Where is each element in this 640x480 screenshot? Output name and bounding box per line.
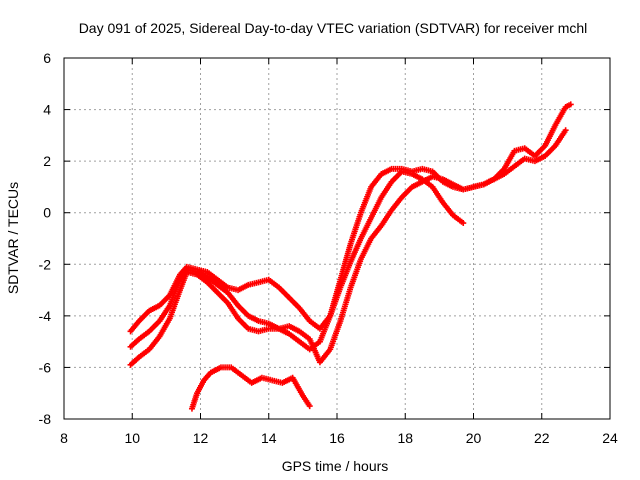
series-track-2 [127,168,467,353]
y-tick-label: 6 [43,50,51,66]
series-track-3 [127,127,569,368]
y-tick-label: -2 [39,256,52,272]
y-tick-label: -6 [39,359,52,375]
chart-title: Day 091 of 2025, Sidereal Day-to-day VTE… [79,20,588,36]
x-tick-label: 20 [466,430,482,446]
series-track-4 [188,364,313,412]
data-point [562,127,569,134]
x-tick-label: 8 [60,430,68,446]
series-track-1 [127,101,574,335]
x-tick-label: 22 [534,430,550,446]
x-tick-label: 24 [602,430,618,446]
y-tick-label: -8 [39,411,52,427]
data-point [460,220,467,227]
x-tick-label: 14 [261,430,277,446]
x-tick-label: 12 [193,430,209,446]
y-axis-label: SDTVAR / TECUs [5,182,21,294]
y-tick-label: 0 [43,205,51,221]
y-tick-label: 2 [43,153,51,169]
data-point [567,101,574,108]
x-tick-label: 10 [124,430,140,446]
x-axis-label: GPS time / hours [282,458,389,474]
grid [64,58,610,419]
y-tick-label: -4 [39,308,52,324]
x-tick-label: 18 [397,430,413,446]
y-tick-label: 4 [43,102,51,118]
x-tick-label: 16 [329,430,345,446]
data-point [306,403,313,410]
data-points [127,101,574,412]
